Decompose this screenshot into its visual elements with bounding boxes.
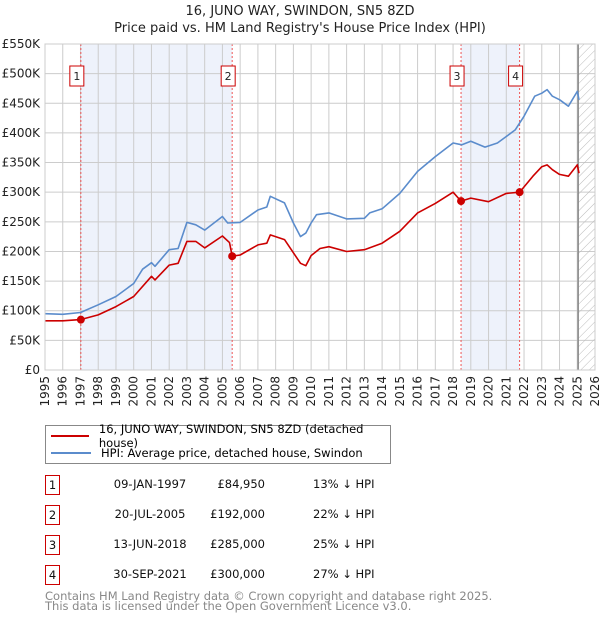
- y-tick-label: £550K: [2, 37, 42, 51]
- plot-border: [44, 43, 596, 371]
- y-tick-label: £300K: [2, 185, 42, 199]
- y-tick-label: £200K: [2, 244, 42, 258]
- sale-hpi-diff: 13% ↓ HPI: [313, 477, 375, 491]
- y-tick-label: £500K: [2, 67, 42, 81]
- legend-item-property: 16, JUNO WAY, SWINDON, SN5 8ZD (detached…: [51, 422, 390, 450]
- x-tick-label: 2019: [464, 376, 478, 407]
- x-tick-label: 2015: [393, 376, 407, 407]
- sale-date: 20-JUL-2005: [114, 507, 186, 521]
- sale-point-marker: [228, 252, 237, 261]
- chart-title: 16, JUNO WAY, SWINDON, SN5 8ZD: [185, 4, 415, 19]
- forecast-hatch: [578, 44, 595, 370]
- legend-label: 16, JUNO WAY, SWINDON, SN5 8ZD (detached…: [98, 422, 364, 450]
- sale-price: £192,000: [210, 507, 265, 521]
- price-chart: 1995 1996 1997 1998 1999 2000 2001 2002 2003 2004…: [2, 37, 600, 407]
- sale-point-marker: [76, 315, 85, 324]
- legend-label: HPI: Average price, detached house, Swin…: [101, 446, 363, 460]
- sale-date: 09-JAN-1997: [113, 477, 187, 491]
- footer-licence: This data is licensed under the Open Gov…: [45, 599, 412, 613]
- sale-hpi-diff: 25% ↓ HPI: [313, 537, 375, 551]
- shaded-range: [461, 44, 520, 370]
- x-tick-label: 2013: [357, 376, 371, 407]
- x-tick-label: 2022: [517, 376, 531, 407]
- y-tick-label: £250K: [2, 215, 42, 229]
- x-tick-label: 2026: [588, 376, 600, 407]
- x-tick-label: 2009: [286, 376, 300, 407]
- sale-point-marker: [515, 188, 524, 197]
- x-tick-label: 2004: [198, 376, 212, 407]
- sale-number-badge: 3: [45, 535, 60, 555]
- x-tick-label: 2011: [322, 376, 336, 407]
- sale-date: 13-JUN-2018: [113, 537, 187, 551]
- sale-hpi-diff: 22% ↓ HPI: [313, 507, 375, 521]
- sale-label-number: 3: [454, 70, 461, 83]
- y-tick-label: £350K: [2, 156, 42, 170]
- x-tick-label: 1999: [109, 376, 123, 407]
- sale-price: £300,000: [210, 567, 265, 581]
- x-tick-label: 2006: [233, 376, 247, 407]
- footer-copyright: Contains HM Land Registry data © Crown c…: [45, 589, 493, 603]
- x-tick-label: 1996: [56, 376, 70, 407]
- x-tick-label: 2008: [269, 376, 283, 407]
- sale-label-box: [69, 65, 85, 87]
- sale-label-box: [508, 65, 524, 87]
- x-tick-label: 2016: [411, 376, 425, 407]
- x-tick-label: 2010: [304, 376, 318, 407]
- y-tick-label: £400K: [2, 126, 42, 140]
- chart-subtitle: Price paid vs. HM Land Registry's House …: [114, 21, 486, 36]
- legend-red-line: [51, 435, 89, 437]
- y-tick-label: £450K: [2, 96, 42, 110]
- legend-blue-line: [51, 452, 91, 454]
- sale-date: 30-SEP-2021: [113, 567, 187, 581]
- sale-number-badge: 1: [45, 475, 60, 495]
- hpi-line: [44, 88, 580, 316]
- y-tick-label: £100K: [2, 304, 42, 318]
- sale-label-box: [449, 65, 465, 87]
- y-tick-label: £50K: [9, 333, 41, 347]
- sale-number-badge: 4: [45, 565, 60, 585]
- x-tick-label: 1997: [73, 376, 87, 407]
- x-tick-label: 2023: [535, 376, 549, 407]
- sale-label-number: 2: [225, 70, 232, 83]
- y-tick-label: £0: [25, 363, 40, 377]
- sale-price: £285,000: [210, 537, 265, 551]
- sale-hpi-diff: 27% ↓ HPI: [313, 567, 375, 581]
- price-paid-line: [45, 164, 580, 322]
- x-tick-label: 2007: [251, 376, 265, 407]
- sale-price: £84,950: [217, 477, 265, 491]
- shaded-range: [80, 44, 233, 370]
- x-tick-label: 2020: [482, 376, 496, 407]
- sale-number-badge: 2: [45, 505, 60, 525]
- legend: 16, JUNO WAY, SWINDON, SN5 8ZD (detached…: [45, 422, 391, 464]
- x-tick-label: 1995: [38, 376, 52, 407]
- sale-point-marker: [457, 197, 466, 206]
- x-tick-label: 2002: [162, 376, 176, 407]
- x-tick-label: 1998: [91, 376, 105, 407]
- x-tick-label: 2014: [375, 376, 389, 407]
- y-tick-label: £150K: [2, 274, 42, 288]
- x-tick-label: 2005: [215, 376, 229, 407]
- x-tick-label: 2024: [553, 376, 567, 407]
- legend-item-hpi: HPI: Average price, detached house, Swin…: [51, 445, 363, 461]
- x-tick-label: 2017: [428, 376, 442, 407]
- x-tick-label: 2000: [127, 376, 141, 407]
- x-tick-label: 2025: [570, 376, 584, 407]
- sale-label-number: 1: [73, 70, 80, 83]
- x-tick-label: 2001: [144, 376, 158, 407]
- x-tick-label: 2003: [180, 376, 194, 407]
- sale-label-box: [220, 65, 236, 87]
- x-tick-label: 2018: [446, 376, 460, 407]
- x-tick-label: 2021: [499, 376, 513, 407]
- x-tick-label: 2012: [340, 376, 354, 407]
- sale-label-number: 4: [512, 70, 519, 83]
